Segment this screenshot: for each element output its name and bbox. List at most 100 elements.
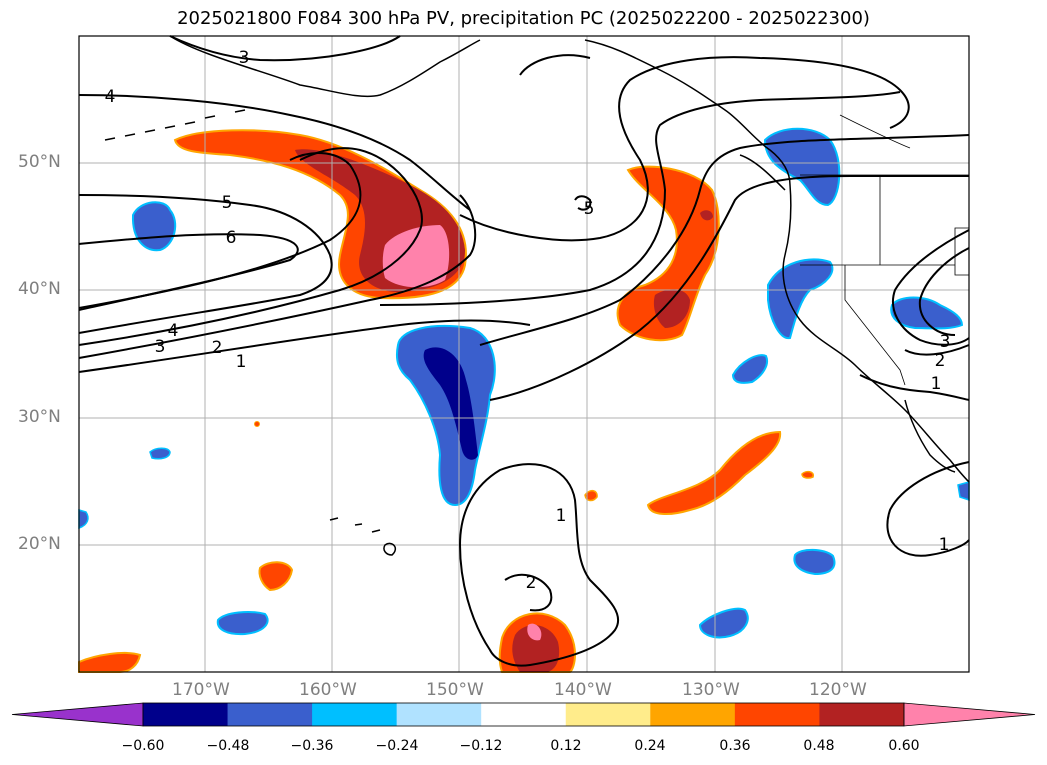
colorbar-tick-label: 0.36 — [719, 738, 751, 754]
hawaiian-islands — [329, 517, 397, 556]
colorbar-tick-label: 0.24 — [634, 738, 666, 754]
west-coast-north-america — [782, 184, 970, 483]
alaska-coast — [584, 39, 791, 186]
pv-contour — [459, 56, 910, 242]
contour-label: 2 — [212, 338, 223, 358]
graticule — [79, 36, 969, 672]
lat-label: 40°N — [18, 279, 61, 299]
colorbar-swatch — [227, 703, 313, 726]
precip-positive-area — [254, 421, 260, 427]
lon-label: 140°W — [554, 680, 612, 700]
lat-label: 20°N — [18, 534, 61, 554]
precip-strong-positive — [512, 625, 560, 672]
lon-label: 170°W — [172, 680, 230, 700]
precip-positive-area — [646, 430, 782, 515]
precip-negative-area — [395, 325, 496, 507]
contour-label: 5 — [222, 193, 233, 213]
lon-label: 160°W — [299, 680, 357, 700]
pv-contour — [78, 319, 531, 373]
pv-contour — [169, 35, 401, 62]
lat-label: 30°N — [18, 407, 61, 427]
contour-label: 1 — [939, 535, 950, 555]
pv-contour — [479, 134, 970, 346]
precip-negative-area — [763, 127, 841, 207]
colorbar-swatch — [396, 703, 482, 726]
pv-contour — [859, 374, 970, 401]
pv-contour — [519, 54, 591, 76]
pv-contour — [78, 152, 362, 309]
pv-contour — [78, 194, 333, 334]
colorbar-tick-label: −0.24 — [375, 738, 419, 754]
contour-label: 2 — [526, 573, 537, 593]
coastlines — [104, 35, 970, 556]
precip-strong-negative — [423, 347, 478, 460]
colorbar-swatch — [312, 703, 398, 726]
precip-positive-area — [801, 470, 815, 479]
contour-label: 6 — [226, 228, 237, 248]
contour-label: 3 — [940, 332, 951, 352]
lat-label: 50°N — [18, 152, 61, 172]
colorbar — [11, 702, 1036, 727]
colorbar-tick-label: −0.48 — [206, 738, 250, 754]
pv-contour — [504, 573, 553, 612]
colorbar-tick-label: −0.60 — [121, 738, 165, 754]
precip-positive-area — [258, 561, 294, 592]
precip-extreme-positive — [527, 623, 542, 641]
colorbar-swatch — [819, 703, 905, 726]
lon-label: 130°W — [682, 680, 740, 700]
lon-label: 150°W — [426, 680, 484, 700]
colorbar-tick-label: 0.12 — [550, 738, 582, 754]
contour-labels: 3 4 5 6 4 3 2 1 5 1 2 3 2 1 1 — [105, 48, 951, 593]
contour-label: 4 — [168, 321, 179, 341]
pv-contour — [78, 147, 423, 346]
contour-label: 3 — [155, 337, 166, 357]
colorbar-swatch — [565, 703, 651, 726]
pv-contour — [78, 94, 471, 211]
colorbar-swatch — [481, 703, 567, 726]
colorbar-swatch — [143, 703, 229, 726]
precip-strong-positive — [700, 210, 713, 221]
pv-contour — [458, 463, 620, 667]
precip-negative-area — [957, 481, 970, 502]
pv-contour — [379, 91, 901, 306]
pv-contour — [892, 229, 970, 346]
contour-label: 1 — [236, 352, 247, 372]
colorbar-swatch — [650, 703, 736, 726]
contour-label: 1 — [931, 374, 942, 394]
precip-negative-area — [149, 447, 171, 460]
colorbar-extend-max — [903, 702, 1036, 727]
precip-negative-area — [731, 354, 768, 384]
colorbar-tick-label: −0.12 — [459, 738, 503, 754]
precip-strong-positive — [653, 289, 690, 328]
contour-label: 3 — [239, 48, 250, 68]
pv-contour — [904, 344, 970, 356]
precip-negative-area — [890, 296, 964, 330]
colorbar-tick-label: −0.36 — [290, 738, 334, 754]
pv-contour — [78, 194, 477, 359]
aleutian-islands — [104, 109, 246, 141]
map-border — [78, 35, 970, 673]
contour-label: 5 — [584, 199, 595, 219]
lon-label: 120°W — [809, 680, 867, 700]
precip-negative-area — [216, 611, 269, 636]
pv-contour — [574, 195, 592, 211]
precip-negative-area — [698, 607, 749, 639]
pv-contour — [918, 247, 970, 336]
colorbar-extend-min — [11, 702, 144, 727]
colorbar-tick-label: 0.48 — [803, 738, 835, 754]
colorbar-tick-label: 0.60 — [888, 738, 920, 754]
contour-label: 4 — [105, 87, 116, 107]
colorbar-frame — [142, 702, 905, 727]
colorbar-swatch — [734, 703, 820, 726]
alaska-coast — [169, 35, 481, 98]
baja-california — [904, 399, 956, 473]
contour-label: 2 — [935, 351, 946, 371]
map-title: 2025021800 F084 300 hPa PV, precipitatio… — [177, 8, 870, 29]
precip-negative-area — [793, 548, 836, 576]
pv-contour — [489, 174, 969, 401]
pv-contour — [886, 461, 970, 557]
pv-contours — [78, 35, 970, 667]
contour-label: 1 — [556, 506, 567, 526]
vancouver-island — [739, 154, 786, 191]
